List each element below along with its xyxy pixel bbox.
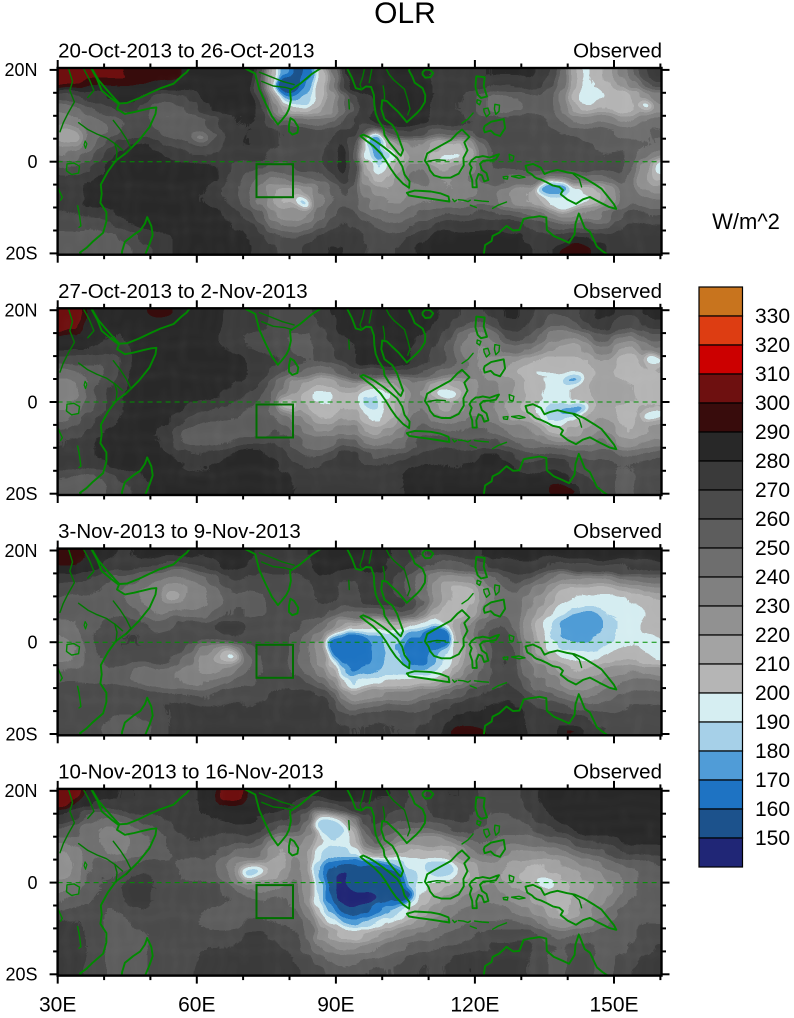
svg-text:30E: 30E xyxy=(39,994,76,1014)
svg-text:W/m^2: W/m^2 xyxy=(712,209,780,234)
svg-text:0: 0 xyxy=(27,873,37,893)
svg-text:20N: 20N xyxy=(4,541,37,561)
svg-text:290: 290 xyxy=(755,421,790,444)
svg-text:20S: 20S xyxy=(5,965,37,985)
svg-text:180: 180 xyxy=(755,740,790,763)
svg-text:250: 250 xyxy=(755,537,790,560)
svg-text:20N: 20N xyxy=(4,60,37,80)
svg-text:150: 150 xyxy=(755,827,790,850)
svg-text:270: 270 xyxy=(755,479,790,502)
svg-text:20S: 20S xyxy=(5,244,37,264)
svg-text:310: 310 xyxy=(755,363,790,386)
svg-text:160: 160 xyxy=(755,798,790,821)
svg-text:20N: 20N xyxy=(4,301,37,321)
svg-text:280: 280 xyxy=(755,450,790,473)
svg-text:230: 230 xyxy=(755,595,790,618)
svg-text:20S: 20S xyxy=(5,484,37,504)
svg-text:Observed: Observed xyxy=(573,760,662,783)
svg-text:0: 0 xyxy=(27,633,37,653)
svg-text:20S: 20S xyxy=(5,724,37,744)
svg-text:330: 330 xyxy=(755,305,790,328)
svg-text:20-Oct-2013 to 26-Oct-2013: 20-Oct-2013 to 26-Oct-2013 xyxy=(58,40,314,63)
svg-text:Observed: Observed xyxy=(573,520,662,543)
svg-text:300: 300 xyxy=(755,392,790,415)
svg-text:20N: 20N xyxy=(4,781,37,801)
svg-text:Observed: Observed xyxy=(573,280,662,303)
svg-text:220: 220 xyxy=(755,624,790,647)
svg-text:260: 260 xyxy=(755,508,790,531)
svg-text:320: 320 xyxy=(755,334,790,357)
svg-text:120E: 120E xyxy=(450,994,499,1014)
svg-text:0: 0 xyxy=(27,392,37,412)
svg-text:3-Nov-2013 to 9-Nov-2013: 3-Nov-2013 to 9-Nov-2013 xyxy=(58,520,301,543)
svg-text:150E: 150E xyxy=(589,994,638,1014)
svg-text:0: 0 xyxy=(27,152,37,172)
svg-text:27-Oct-2013 to 2-Nov-2013: 27-Oct-2013 to 2-Nov-2013 xyxy=(58,280,308,303)
svg-text:200: 200 xyxy=(755,682,790,705)
svg-text:240: 240 xyxy=(755,566,790,589)
svg-text:OLR: OLR xyxy=(374,0,436,30)
svg-text:60E: 60E xyxy=(178,994,215,1014)
svg-text:90E: 90E xyxy=(317,994,354,1014)
svg-text:210: 210 xyxy=(755,653,790,676)
svg-text:Observed: Observed xyxy=(573,40,662,63)
svg-text:190: 190 xyxy=(755,711,790,734)
svg-text:10-Nov-2013 to 16-Nov-2013: 10-Nov-2013 to 16-Nov-2013 xyxy=(58,760,324,783)
svg-text:170: 170 xyxy=(755,769,790,792)
